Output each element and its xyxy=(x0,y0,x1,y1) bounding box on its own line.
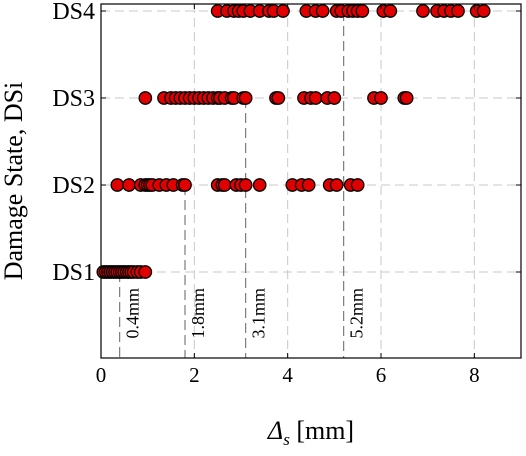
data-point xyxy=(301,178,316,192)
data-point xyxy=(138,91,153,105)
plot-frame xyxy=(100,3,522,359)
threshold-label: 3.1mm xyxy=(249,288,269,339)
data-point xyxy=(308,91,323,105)
data-point xyxy=(355,4,370,18)
data-point xyxy=(383,4,398,18)
x-axis-label: Δs [mm] xyxy=(267,416,354,449)
data-point xyxy=(399,91,414,105)
x-axis-label-symbol: Δ xyxy=(267,416,283,445)
axis-ticks: 0 2 4 6 8 DS1 DS2 DS3 DS4 xyxy=(52,0,521,387)
x-tick-label: 4 xyxy=(282,363,293,387)
data-point xyxy=(476,4,491,18)
data-point xyxy=(238,178,253,192)
data-point xyxy=(122,178,136,192)
data-point xyxy=(271,91,286,105)
data-point xyxy=(350,178,365,192)
x-axis-label-unit: [mm] xyxy=(290,416,354,445)
x-axis-label-subscript: s xyxy=(283,430,290,449)
y-tick-label: DS3 xyxy=(52,86,95,112)
data-point xyxy=(138,265,153,279)
data-point xyxy=(329,178,344,192)
y-tick-label: DS2 xyxy=(52,173,95,199)
data-point xyxy=(374,91,388,105)
y-tick-label: DS1 xyxy=(52,260,95,286)
data-point xyxy=(276,4,290,18)
y-axis-label: Damage State, DSi xyxy=(0,82,28,281)
data-point xyxy=(327,91,342,105)
threshold-label: 0.4mm xyxy=(123,288,143,339)
data-point xyxy=(238,91,253,105)
x-tick-label: 6 xyxy=(376,363,387,387)
threshold-label: 1.8mm xyxy=(188,288,208,339)
data-point xyxy=(178,178,192,192)
data-point xyxy=(252,178,267,192)
x-tick-label: 0 xyxy=(96,363,107,387)
data-point xyxy=(416,4,430,18)
data-markers xyxy=(96,4,491,279)
x-tick-label: 2 xyxy=(189,363,200,387)
x-tick-label: 8 xyxy=(469,363,480,387)
data-point xyxy=(451,4,465,18)
y-tick-label: DS4 xyxy=(52,0,95,25)
reference-lines: 0.4mm 1.8mm 3.1mm 5.2mm xyxy=(119,11,367,358)
threshold-label: 5.2mm xyxy=(347,288,367,339)
data-point xyxy=(315,4,330,18)
data-point xyxy=(110,178,125,192)
data-point xyxy=(217,178,232,192)
